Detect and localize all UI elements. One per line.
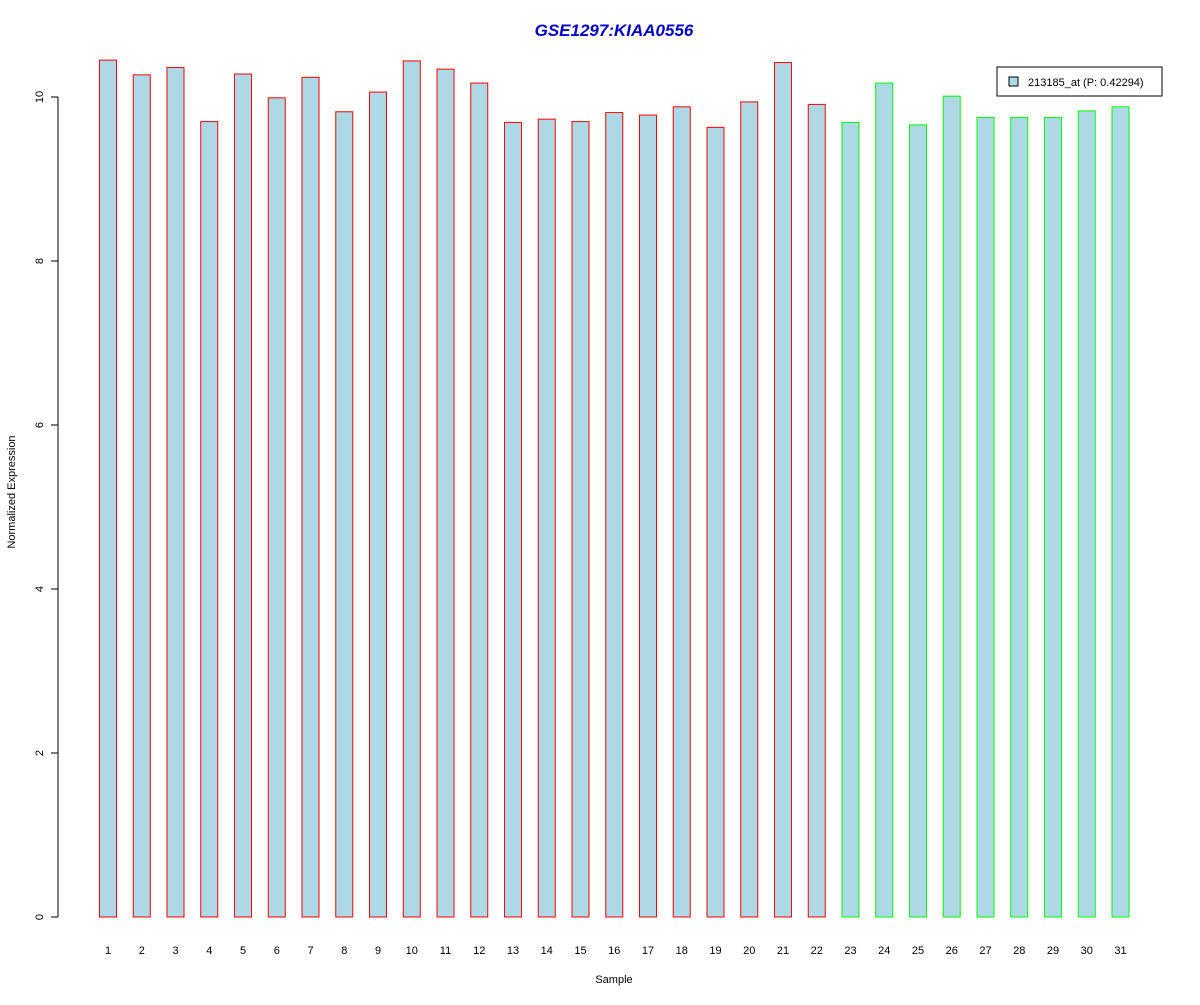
bar	[774, 62, 792, 918]
bar	[740, 101, 759, 918]
bar	[166, 66, 185, 918]
x-tick-label: 31	[1114, 945, 1126, 957]
bars-group	[99, 59, 1130, 918]
x-tick-label: 20	[743, 945, 755, 957]
x-tick-label: 30	[1081, 945, 1093, 957]
bar	[706, 126, 725, 918]
y-tick-label: 2	[34, 750, 46, 756]
x-axis-title: Sample	[595, 974, 632, 986]
bar	[1111, 106, 1130, 918]
x-tick-label: 8	[341, 945, 347, 957]
x-tick-label: 11	[440, 945, 451, 957]
x-axis-ticks: 1 2 3 4 5 6 7 8 9 10 11 12 13 14 15 16 17 18 19 20 21 22 23 24 2…	[105, 945, 1127, 957]
bar	[234, 73, 252, 918]
x-tick-label: 23	[844, 945, 856, 957]
bar	[672, 106, 691, 918]
bar	[504, 121, 522, 918]
x-tick-label: 2	[139, 945, 145, 957]
x-tick-label: 24	[878, 945, 890, 957]
bar	[267, 97, 286, 918]
y-tick-label: 6	[34, 422, 46, 428]
bar	[909, 124, 927, 918]
bar	[942, 95, 961, 918]
y-tick-label: 8	[34, 258, 46, 264]
y-axis: 0 2 4 6 8 10	[34, 91, 59, 920]
x-tick-label: 1	[105, 945, 111, 957]
x-tick-label: 6	[274, 945, 280, 957]
bar	[99, 59, 117, 918]
x-tick-label: 29	[1047, 945, 1059, 957]
x-tick-label: 3	[172, 945, 178, 957]
x-tick-label: 18	[676, 945, 688, 957]
bar	[335, 111, 354, 918]
bar	[436, 68, 455, 918]
y-axis-title: Normalized Expression	[6, 435, 18, 548]
bar	[976, 117, 995, 918]
bar	[200, 121, 219, 918]
bar	[639, 114, 657, 918]
x-tick-label: 22	[811, 945, 823, 957]
x-tick-label: 10	[406, 945, 418, 957]
x-tick-label: 25	[912, 945, 924, 957]
x-tick-label: 26	[946, 945, 958, 957]
bar	[369, 91, 387, 918]
bar	[1077, 110, 1096, 918]
legend-swatch	[1008, 76, 1019, 87]
bar	[875, 82, 894, 918]
x-tick-label: 7	[307, 945, 313, 957]
y-tick-label: 4	[34, 586, 46, 592]
x-tick-label: 13	[507, 945, 519, 957]
legend: 213185_at (P: 0.42294)	[996, 66, 1163, 97]
bar	[470, 82, 489, 918]
legend-box	[996, 66, 1163, 97]
x-tick-label: 17	[642, 945, 654, 957]
x-tick-label: 28	[1013, 945, 1025, 957]
x-tick-label: 19	[709, 945, 721, 957]
bar	[841, 121, 860, 918]
bar	[301, 76, 320, 918]
x-tick-label: 4	[206, 945, 212, 957]
x-tick-label: 5	[240, 945, 246, 957]
chart-title: GSE1297:KIAA0556	[535, 21, 694, 40]
x-tick-label: 14	[541, 945, 553, 957]
x-tick-label: 27	[979, 945, 991, 957]
x-tick-label: 15	[574, 945, 586, 957]
x-tick-label: 16	[608, 945, 620, 957]
bar	[807, 103, 826, 918]
x-tick-label: 21	[777, 945, 789, 957]
legend-label: 213185_at (P: 0.42294)	[1028, 77, 1144, 89]
bar	[605, 112, 624, 918]
y-tick-label: 10	[34, 91, 46, 103]
bar	[537, 118, 556, 918]
bar	[1044, 117, 1062, 918]
bar	[1010, 117, 1029, 918]
y-tick-label: 0	[34, 914, 46, 920]
bar	[402, 60, 421, 918]
bar	[571, 121, 590, 918]
x-tick-label: 12	[473, 945, 485, 957]
x-tick-label: 9	[375, 945, 381, 957]
bar	[132, 74, 151, 918]
